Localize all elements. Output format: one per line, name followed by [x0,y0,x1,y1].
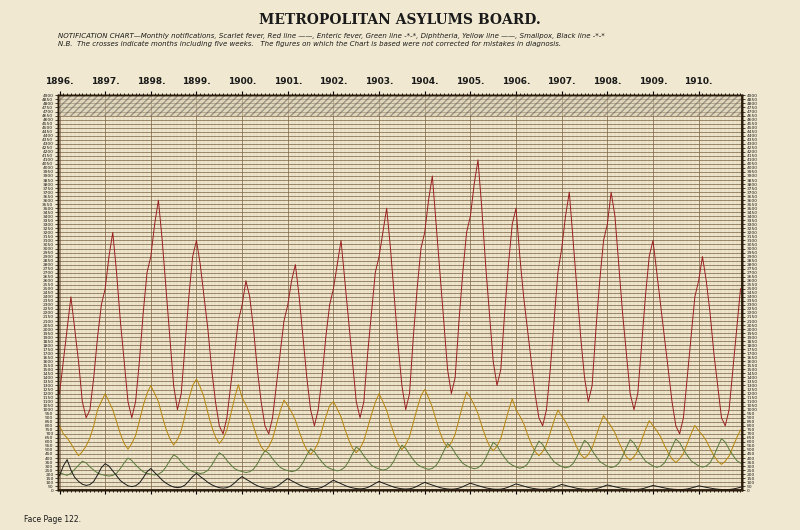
Text: NOTIFICATION CHART—Monthly notifications, Scarlet fever, Red line ——, Enteric fe: NOTIFICATION CHART—Monthly notifications… [58,33,604,39]
Text: METROPOLITAN ASYLUMS BOARD.: METROPOLITAN ASYLUMS BOARD. [259,13,541,27]
Text: Face Page 122.: Face Page 122. [24,515,81,524]
Bar [58,95,742,116]
Text: N.B.  The crosses indicate months including five weeks.   The figures on which t: N.B. The crosses indicate months includi… [58,41,561,48]
